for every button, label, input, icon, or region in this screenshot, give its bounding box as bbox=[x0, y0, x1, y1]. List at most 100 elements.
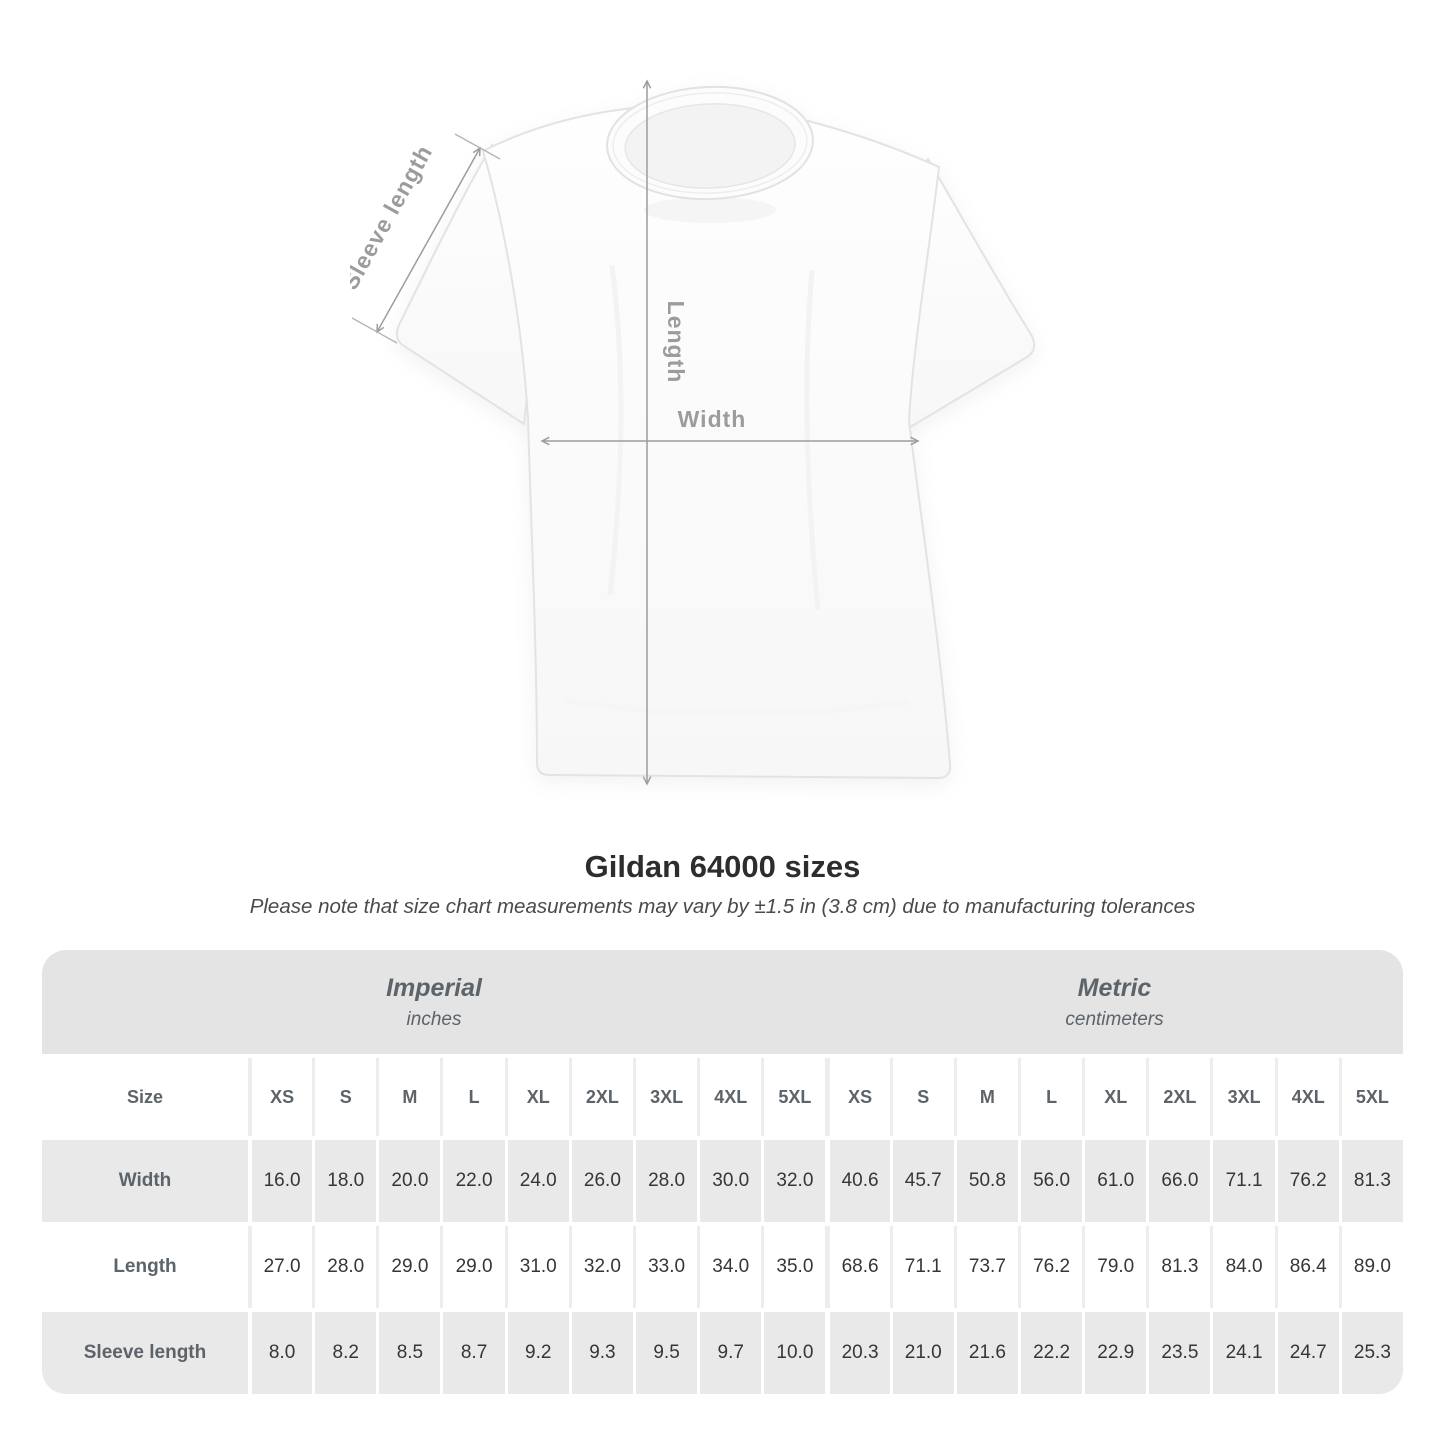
table-cell: 24.7 bbox=[1274, 1312, 1339, 1394]
table-cell: 20.3 bbox=[825, 1312, 889, 1394]
table-cell: 84.0 bbox=[1210, 1226, 1274, 1308]
table-cell: 56.0 bbox=[1017, 1140, 1082, 1222]
table-cell: 81.3 bbox=[1338, 1140, 1403, 1222]
size-col-header: 4XL bbox=[697, 1058, 761, 1136]
size-col-header: XL bbox=[504, 1058, 569, 1136]
table-cell: 32.0 bbox=[568, 1226, 633, 1308]
table-cell: 29.0 bbox=[376, 1226, 440, 1308]
table-cell: 9.5 bbox=[632, 1312, 697, 1394]
size-col-header: XL bbox=[1082, 1058, 1146, 1136]
table-cell: 33.0 bbox=[632, 1226, 697, 1308]
size-col-header: S bbox=[889, 1058, 954, 1136]
table-cell: 22.9 bbox=[1082, 1312, 1146, 1394]
table-cell: 71.1 bbox=[1210, 1140, 1274, 1222]
sleeve-length-label: Sleeve length bbox=[350, 140, 437, 294]
table-cell: 18.0 bbox=[312, 1140, 376, 1222]
row-label-length: Length bbox=[113, 1256, 177, 1277]
table-cell: 61.0 bbox=[1082, 1140, 1146, 1222]
tolerance-note: Please note that size chart measurements… bbox=[249, 895, 1196, 918]
table-cell: 76.2 bbox=[1274, 1140, 1339, 1222]
table-cell: 30.0 bbox=[697, 1140, 761, 1222]
size-table: Imperial inches Metric centimeters Size … bbox=[42, 950, 1403, 1394]
table-cell: 28.0 bbox=[632, 1140, 697, 1222]
table-cell: 73.7 bbox=[953, 1226, 1018, 1308]
size-col-header: XS bbox=[825, 1058, 889, 1136]
table-row-sleeve-length: Sleeve length 8.0 8.2 8.5 8.7 9.2 9.3 9.… bbox=[42, 1312, 1403, 1394]
size-col-header: 2XL bbox=[1146, 1058, 1210, 1136]
table-cell: 24.0 bbox=[504, 1140, 569, 1222]
table-cell: 34.0 bbox=[697, 1226, 761, 1308]
table-cell: 22.0 bbox=[440, 1140, 504, 1222]
table-cell: 23.5 bbox=[1146, 1312, 1210, 1394]
size-header-row: Size XS S M L XL 2XL 3XL 4XL 5XL XS S M … bbox=[42, 1058, 1403, 1136]
sleeve-extension-tick-bottom bbox=[351, 317, 398, 344]
table-cell: 16.0 bbox=[248, 1140, 312, 1222]
table-cell: 21.0 bbox=[889, 1312, 954, 1394]
table-cell: 71.1 bbox=[889, 1226, 954, 1308]
table-row-length: Length 27.0 28.0 29.0 29.0 31.0 32.0 33.… bbox=[42, 1226, 1403, 1308]
metric-label: Metric bbox=[1077, 973, 1152, 1002]
table-cell: 20.0 bbox=[376, 1140, 440, 1222]
table-cell: 22.2 bbox=[1017, 1312, 1082, 1394]
imperial-group-header: Imperial inches bbox=[42, 950, 826, 1054]
collar bbox=[606, 85, 814, 201]
size-col-header: 5XL bbox=[1338, 1058, 1403, 1136]
table-cell: 76.2 bbox=[1017, 1226, 1082, 1308]
size-col-header: L bbox=[1017, 1058, 1082, 1136]
sleeve-length-arrow bbox=[376, 146, 481, 334]
table-cell: 40.6 bbox=[825, 1140, 889, 1222]
imperial-unit: inches bbox=[406, 1008, 462, 1030]
table-cell: 66.0 bbox=[1146, 1140, 1210, 1222]
row-label-width: Width bbox=[118, 1170, 172, 1191]
table-cell: 35.0 bbox=[761, 1226, 825, 1308]
table-cell: 10.0 bbox=[761, 1312, 825, 1394]
table-cell: 28.0 bbox=[312, 1226, 376, 1308]
size-col-header: XS bbox=[248, 1058, 312, 1136]
size-header: Size bbox=[126, 1086, 164, 1107]
table-cell: 68.6 bbox=[825, 1226, 889, 1308]
page-title: Gildan 64000 sizes bbox=[584, 849, 861, 884]
size-col-header: 5XL bbox=[761, 1058, 825, 1136]
table-cell: 45.7 bbox=[889, 1140, 954, 1222]
metric-group-header: Metric centimeters bbox=[826, 950, 1403, 1054]
table-cell: 8.0 bbox=[248, 1312, 312, 1394]
size-col-header: M bbox=[376, 1058, 440, 1136]
sleeve-extension-tick-top bbox=[454, 133, 501, 160]
row-label-sleeve-length: Sleeve length bbox=[83, 1342, 207, 1363]
size-col-header: M bbox=[953, 1058, 1018, 1136]
table-cell: 9.2 bbox=[504, 1312, 569, 1394]
table-cell: 31.0 bbox=[504, 1226, 569, 1308]
imperial-label: Imperial bbox=[386, 973, 482, 1002]
table-cell: 86.4 bbox=[1274, 1226, 1339, 1308]
table-cell: 32.0 bbox=[761, 1140, 825, 1222]
table-cell: 21.6 bbox=[953, 1312, 1018, 1394]
table-cell: 50.8 bbox=[953, 1140, 1018, 1222]
measurement-annotations bbox=[351, 79, 920, 786]
size-col-header: L bbox=[440, 1058, 504, 1136]
table-cell: 8.5 bbox=[376, 1312, 440, 1394]
unit-group-header-row: Imperial inches Metric centimeters bbox=[42, 950, 1403, 1054]
size-col-header: 2XL bbox=[568, 1058, 633, 1136]
tshirt-image: Width Length Sleeve length bbox=[350, 79, 1036, 786]
table-cell: 89.0 bbox=[1338, 1226, 1403, 1308]
table-cell: 81.3 bbox=[1146, 1226, 1210, 1308]
table-cell: 29.0 bbox=[440, 1226, 504, 1308]
table-cell: 24.1 bbox=[1210, 1312, 1274, 1394]
table-cell: 8.7 bbox=[440, 1312, 504, 1394]
length-label: Length bbox=[663, 301, 689, 384]
size-col-header: S bbox=[312, 1058, 376, 1136]
table-cell: 26.0 bbox=[568, 1140, 633, 1222]
table-cell: 9.3 bbox=[568, 1312, 633, 1394]
table-cell: 27.0 bbox=[248, 1226, 312, 1308]
table-row-width: Width 16.0 18.0 20.0 22.0 24.0 26.0 28.0… bbox=[42, 1140, 1403, 1222]
metric-unit: centimeters bbox=[1065, 1008, 1164, 1030]
table-cell: 8.2 bbox=[312, 1312, 376, 1394]
table-cell: 25.3 bbox=[1338, 1312, 1403, 1394]
table-cell: 9.7 bbox=[697, 1312, 761, 1394]
size-col-header: 3XL bbox=[1210, 1058, 1274, 1136]
table-cell: 79.0 bbox=[1082, 1226, 1146, 1308]
size-col-header: 3XL bbox=[632, 1058, 697, 1136]
size-col-header: 4XL bbox=[1274, 1058, 1339, 1136]
tshirt-measurement-diagram: Width Length Sleeve length bbox=[350, 55, 1050, 805]
